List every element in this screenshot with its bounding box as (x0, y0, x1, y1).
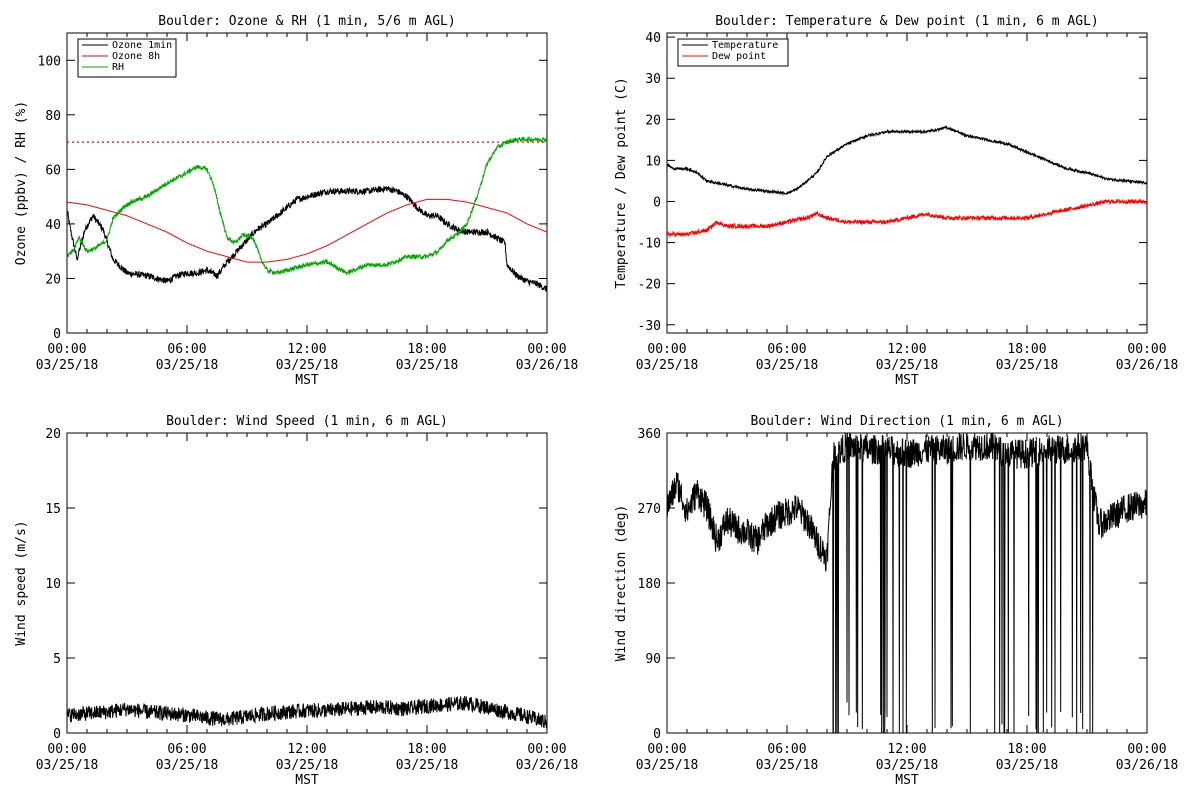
x-axis-label: MST (295, 373, 319, 388)
x-tick-label-time: 00:00 (527, 742, 566, 757)
y-tick-label: 15 (45, 502, 61, 517)
x-tick-label-date: 03/25/18 (636, 758, 699, 773)
y-tick-label: 270 (638, 502, 661, 517)
y-tick-label: 40 (45, 218, 61, 233)
y-tick-label: 5 (53, 652, 61, 667)
y-tick-label: -30 (638, 319, 661, 334)
series-line-2 (667, 197, 1147, 239)
x-tick-label-date: 03/25/18 (396, 358, 459, 373)
chart-title: Boulder: Wind Speed (1 min, 6 m AGL) (166, 414, 448, 429)
series-line-1 (67, 185, 547, 293)
plot-frame (66, 432, 548, 734)
y-tick-label: 80 (45, 109, 61, 124)
legend-label: Temperature (712, 40, 778, 51)
x-tick-label-time: 00:00 (47, 342, 86, 357)
x-tick-label-time: 06:00 (167, 342, 206, 357)
chart-title: Boulder: Wind Direction (1 min, 6 m AGL) (750, 414, 1063, 429)
x-tick-label-date: 03/25/18 (276, 358, 339, 373)
x-tick-label-date: 03/26/18 (516, 358, 579, 373)
x-axis-label: MST (295, 773, 319, 788)
x-tick-label-date: 03/25/18 (156, 758, 219, 773)
x-tick-label-time: 06:00 (167, 742, 206, 757)
x-tick-label-date: 03/25/18 (996, 758, 1059, 773)
x-tick-label-date: 03/25/18 (996, 358, 1059, 373)
legend-label: Ozone 1min (112, 40, 172, 51)
y-axis-label: Wind speed (m/s) (14, 520, 29, 645)
x-tick-label-date: 03/26/18 (1116, 758, 1179, 773)
y-tick-label: 180 (638, 577, 661, 592)
chart-2: Boulder: Temperature & Dew point (1 min,… (614, 14, 1178, 388)
chart-3: Boulder: Wind Speed (1 min, 6 m AGL) 0 5 10… (14, 414, 578, 788)
chart-title: Boulder: Ozone & RH (1 min, 5/6 m AGL) (158, 14, 455, 29)
series-line-1 (667, 125, 1147, 197)
x-tick-label-date: 03/25/18 (276, 758, 339, 773)
x-tick-label-time: 18:00 (1007, 742, 1046, 757)
chart-title: Boulder: Temperature & Dew point (1 min,… (715, 14, 1099, 29)
chart-4: Boulder: Wind Direction (1 min, 6 m AGL)… (614, 414, 1178, 788)
x-tick-label-time: 06:00 (767, 742, 806, 757)
y-tick-label: 40 (645, 31, 661, 46)
x-tick-label-time: 18:00 (407, 742, 446, 757)
x-tick-label-date: 03/25/18 (756, 358, 819, 373)
legend-label: Dew point (712, 51, 766, 62)
x-tick-label-date: 03/26/18 (1116, 358, 1179, 373)
x-tick-label-time: 12:00 (287, 742, 326, 757)
y-tick-label: 0 (53, 327, 61, 342)
x-tick-label-time: 00:00 (1127, 742, 1166, 757)
x-tick-label-time: 18:00 (407, 342, 446, 357)
x-tick-label-date: 03/25/18 (876, 758, 939, 773)
y-tick-label: 100 (38, 54, 61, 69)
y-tick-label: 0 (653, 727, 661, 742)
x-tick-label-time: 00:00 (47, 742, 86, 757)
x-tick-label-date: 03/25/18 (876, 358, 939, 373)
x-tick-label-time: 00:00 (1127, 342, 1166, 357)
plot-frame (66, 32, 548, 334)
series-line-2 (67, 198, 547, 263)
x-tick-label-date: 03/25/18 (36, 758, 99, 773)
y-tick-label: 360 (638, 427, 661, 442)
y-tick-label: -10 (638, 237, 661, 252)
x-tick-label-time: 06:00 (767, 342, 806, 357)
x-tick-label-time: 00:00 (527, 342, 566, 357)
y-tick-label: 0 (653, 195, 661, 210)
y-tick-label: 60 (45, 163, 61, 178)
plot-frame (666, 32, 1148, 334)
y-tick-label: 90 (645, 652, 661, 667)
x-tick-label-date: 03/25/18 (636, 358, 699, 373)
x-tick-label-time: 12:00 (287, 342, 326, 357)
chart-1: Boulder: Ozone & RH (1 min, 5/6 m AGL) 0 2… (14, 14, 578, 388)
y-tick-label: 20 (645, 113, 661, 128)
x-tick-label-date: 03/25/18 (36, 358, 99, 373)
x-tick-label-time: 12:00 (887, 742, 926, 757)
x-tick-label-time: 12:00 (887, 342, 926, 357)
x-tick-label-date: 03/25/18 (396, 758, 459, 773)
x-tick-label-date: 03/25/18 (156, 358, 219, 373)
x-tick-label-date: 03/25/18 (756, 758, 819, 773)
y-tick-label: 20 (45, 272, 61, 287)
x-tick-label-time: 00:00 (647, 742, 686, 757)
series-line-1 (667, 433, 1147, 733)
legend-label: RH (112, 62, 124, 73)
legend-box (677, 38, 789, 67)
legend-label: Ozone 8h (112, 51, 160, 62)
y-tick-label: -20 (638, 278, 661, 293)
x-axis-label: MST (895, 373, 919, 388)
y-tick-label: 30 (645, 72, 661, 87)
y-axis-label: Ozone (ppbv) / RH (%) (14, 101, 29, 265)
y-tick-label: 20 (45, 427, 61, 442)
series-line-1 (67, 695, 547, 729)
x-tick-label-time: 00:00 (647, 342, 686, 357)
y-tick-label: 0 (53, 727, 61, 742)
x-tick-label-date: 03/26/18 (516, 758, 579, 773)
x-axis-label: MST (895, 773, 919, 788)
y-tick-label: 10 (645, 154, 661, 169)
x-tick-label-time: 18:00 (1007, 342, 1046, 357)
y-axis-label: Temperature / Dew point (C) (614, 77, 629, 288)
y-axis-label: Wind direction (deg) (614, 505, 629, 662)
y-tick-label: 10 (45, 577, 61, 592)
series-line-3 (67, 135, 547, 276)
